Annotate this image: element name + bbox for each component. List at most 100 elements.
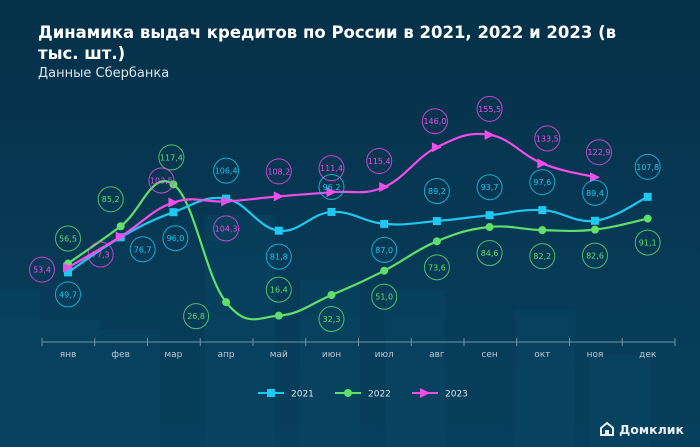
marker-2023 xyxy=(484,129,495,140)
x-tick-label: дек xyxy=(639,350,657,360)
data-label-ring xyxy=(158,144,185,171)
data-label-ring xyxy=(87,241,114,268)
background-bar xyxy=(385,290,445,447)
marker-2021 xyxy=(64,268,72,277)
marker-2022 xyxy=(222,298,231,307)
background-bar xyxy=(300,280,360,447)
data-label-ring xyxy=(582,179,608,206)
data-label-ring xyxy=(371,236,398,263)
data-label: 146,0 xyxy=(423,117,446,126)
data-label: 32,3 xyxy=(323,315,341,324)
data-label: 117,4 xyxy=(160,153,183,162)
data-label: 26,8 xyxy=(187,312,205,321)
data-label-ring xyxy=(318,306,345,333)
background-bar xyxy=(205,215,275,447)
legend-marker xyxy=(420,388,430,398)
legend-label: 2021 xyxy=(291,390,314,400)
data-label: 16,4 xyxy=(270,286,288,295)
marker-2023 xyxy=(63,262,73,273)
data-label-ring xyxy=(183,303,210,330)
data-label-ring xyxy=(318,173,345,200)
data-label-ring xyxy=(534,125,561,152)
data-label-ring xyxy=(366,147,393,174)
data-label-ring xyxy=(634,153,661,180)
marker-2022 xyxy=(432,237,441,246)
data-label: 89,2 xyxy=(428,187,446,196)
data-label-ring xyxy=(55,281,81,308)
data-label-ring xyxy=(476,95,503,122)
data-label-ring xyxy=(213,215,240,242)
data-label: 51,0 xyxy=(375,293,393,302)
data-label: 155,5 xyxy=(478,105,501,114)
marker-2023 xyxy=(168,197,179,208)
data-label-ring xyxy=(476,174,503,201)
data-label-ring xyxy=(529,243,556,270)
domclick-logo: Домклик xyxy=(599,421,684,437)
marker-2022 xyxy=(116,222,125,231)
marker-2022 xyxy=(380,266,389,275)
marker-2021 xyxy=(432,217,441,226)
data-label-ring xyxy=(423,178,450,205)
marker-2022 xyxy=(485,223,494,232)
marker-2021 xyxy=(380,219,389,228)
data-label: 122,9 xyxy=(588,148,611,157)
data-label-ring xyxy=(213,157,240,184)
marker-2021 xyxy=(169,208,178,217)
background-bar xyxy=(515,310,575,447)
data-label-ring xyxy=(423,254,450,281)
x-tick-label: апр xyxy=(218,350,235,360)
marker-2023 xyxy=(115,231,126,242)
data-label: 111,4 xyxy=(320,164,343,173)
data-label: 115,4 xyxy=(368,157,391,166)
data-label: 84,6 xyxy=(481,249,499,258)
data-label-ring xyxy=(162,225,189,252)
marker-2021 xyxy=(643,192,652,201)
data-label: 81,8 xyxy=(270,253,288,262)
data-label: 56,5 xyxy=(59,235,77,244)
data-label-ring xyxy=(97,186,124,213)
data-label-ring xyxy=(421,108,448,135)
data-label-ring xyxy=(476,240,503,267)
data-label: 103,5 xyxy=(150,176,173,185)
data-label: 82,6 xyxy=(586,252,604,261)
marker-2023 xyxy=(537,158,548,169)
marker-2021 xyxy=(485,211,494,220)
data-label: 53,4 xyxy=(33,266,51,275)
data-label: 106,4 xyxy=(215,167,238,176)
x-tick-label: сен xyxy=(481,350,497,360)
x-tick-label: авг xyxy=(429,350,445,360)
marker-2023 xyxy=(431,142,442,153)
background-bar xyxy=(40,320,100,447)
x-tick-label: ноя xyxy=(587,350,604,360)
x-tick-label: окт xyxy=(534,350,550,360)
x-tick-label: май xyxy=(270,350,288,360)
marker-2022 xyxy=(538,226,547,235)
data-label-ring xyxy=(265,243,292,270)
background-bar xyxy=(590,355,650,447)
x-tick-label: янв xyxy=(60,350,77,360)
legend-label: 2022 xyxy=(368,390,391,400)
x-tick-label: июн xyxy=(322,350,341,360)
data-label: 133,5 xyxy=(536,134,559,143)
x-tick-label: июл xyxy=(375,350,394,360)
marker-2021 xyxy=(222,194,231,203)
marker-2022 xyxy=(327,291,336,300)
data-label: 96,2 xyxy=(323,183,341,192)
house-icon xyxy=(600,421,615,436)
legend-marker xyxy=(344,389,352,397)
marker-2022 xyxy=(643,214,652,223)
data-label-ring xyxy=(318,155,345,182)
x-tick-label: мар xyxy=(164,350,182,360)
data-label: 97,6 xyxy=(533,178,551,187)
data-label-ring xyxy=(148,167,175,194)
data-label: 93,7 xyxy=(481,183,499,192)
marker-2023 xyxy=(590,172,600,183)
data-label: 85,2 xyxy=(102,195,120,204)
logo-text: Домклик xyxy=(619,421,684,437)
data-label-ring xyxy=(265,276,292,303)
data-label: 73,6 xyxy=(428,263,446,272)
legend-marker xyxy=(267,389,275,397)
marker-2023 xyxy=(379,181,390,192)
